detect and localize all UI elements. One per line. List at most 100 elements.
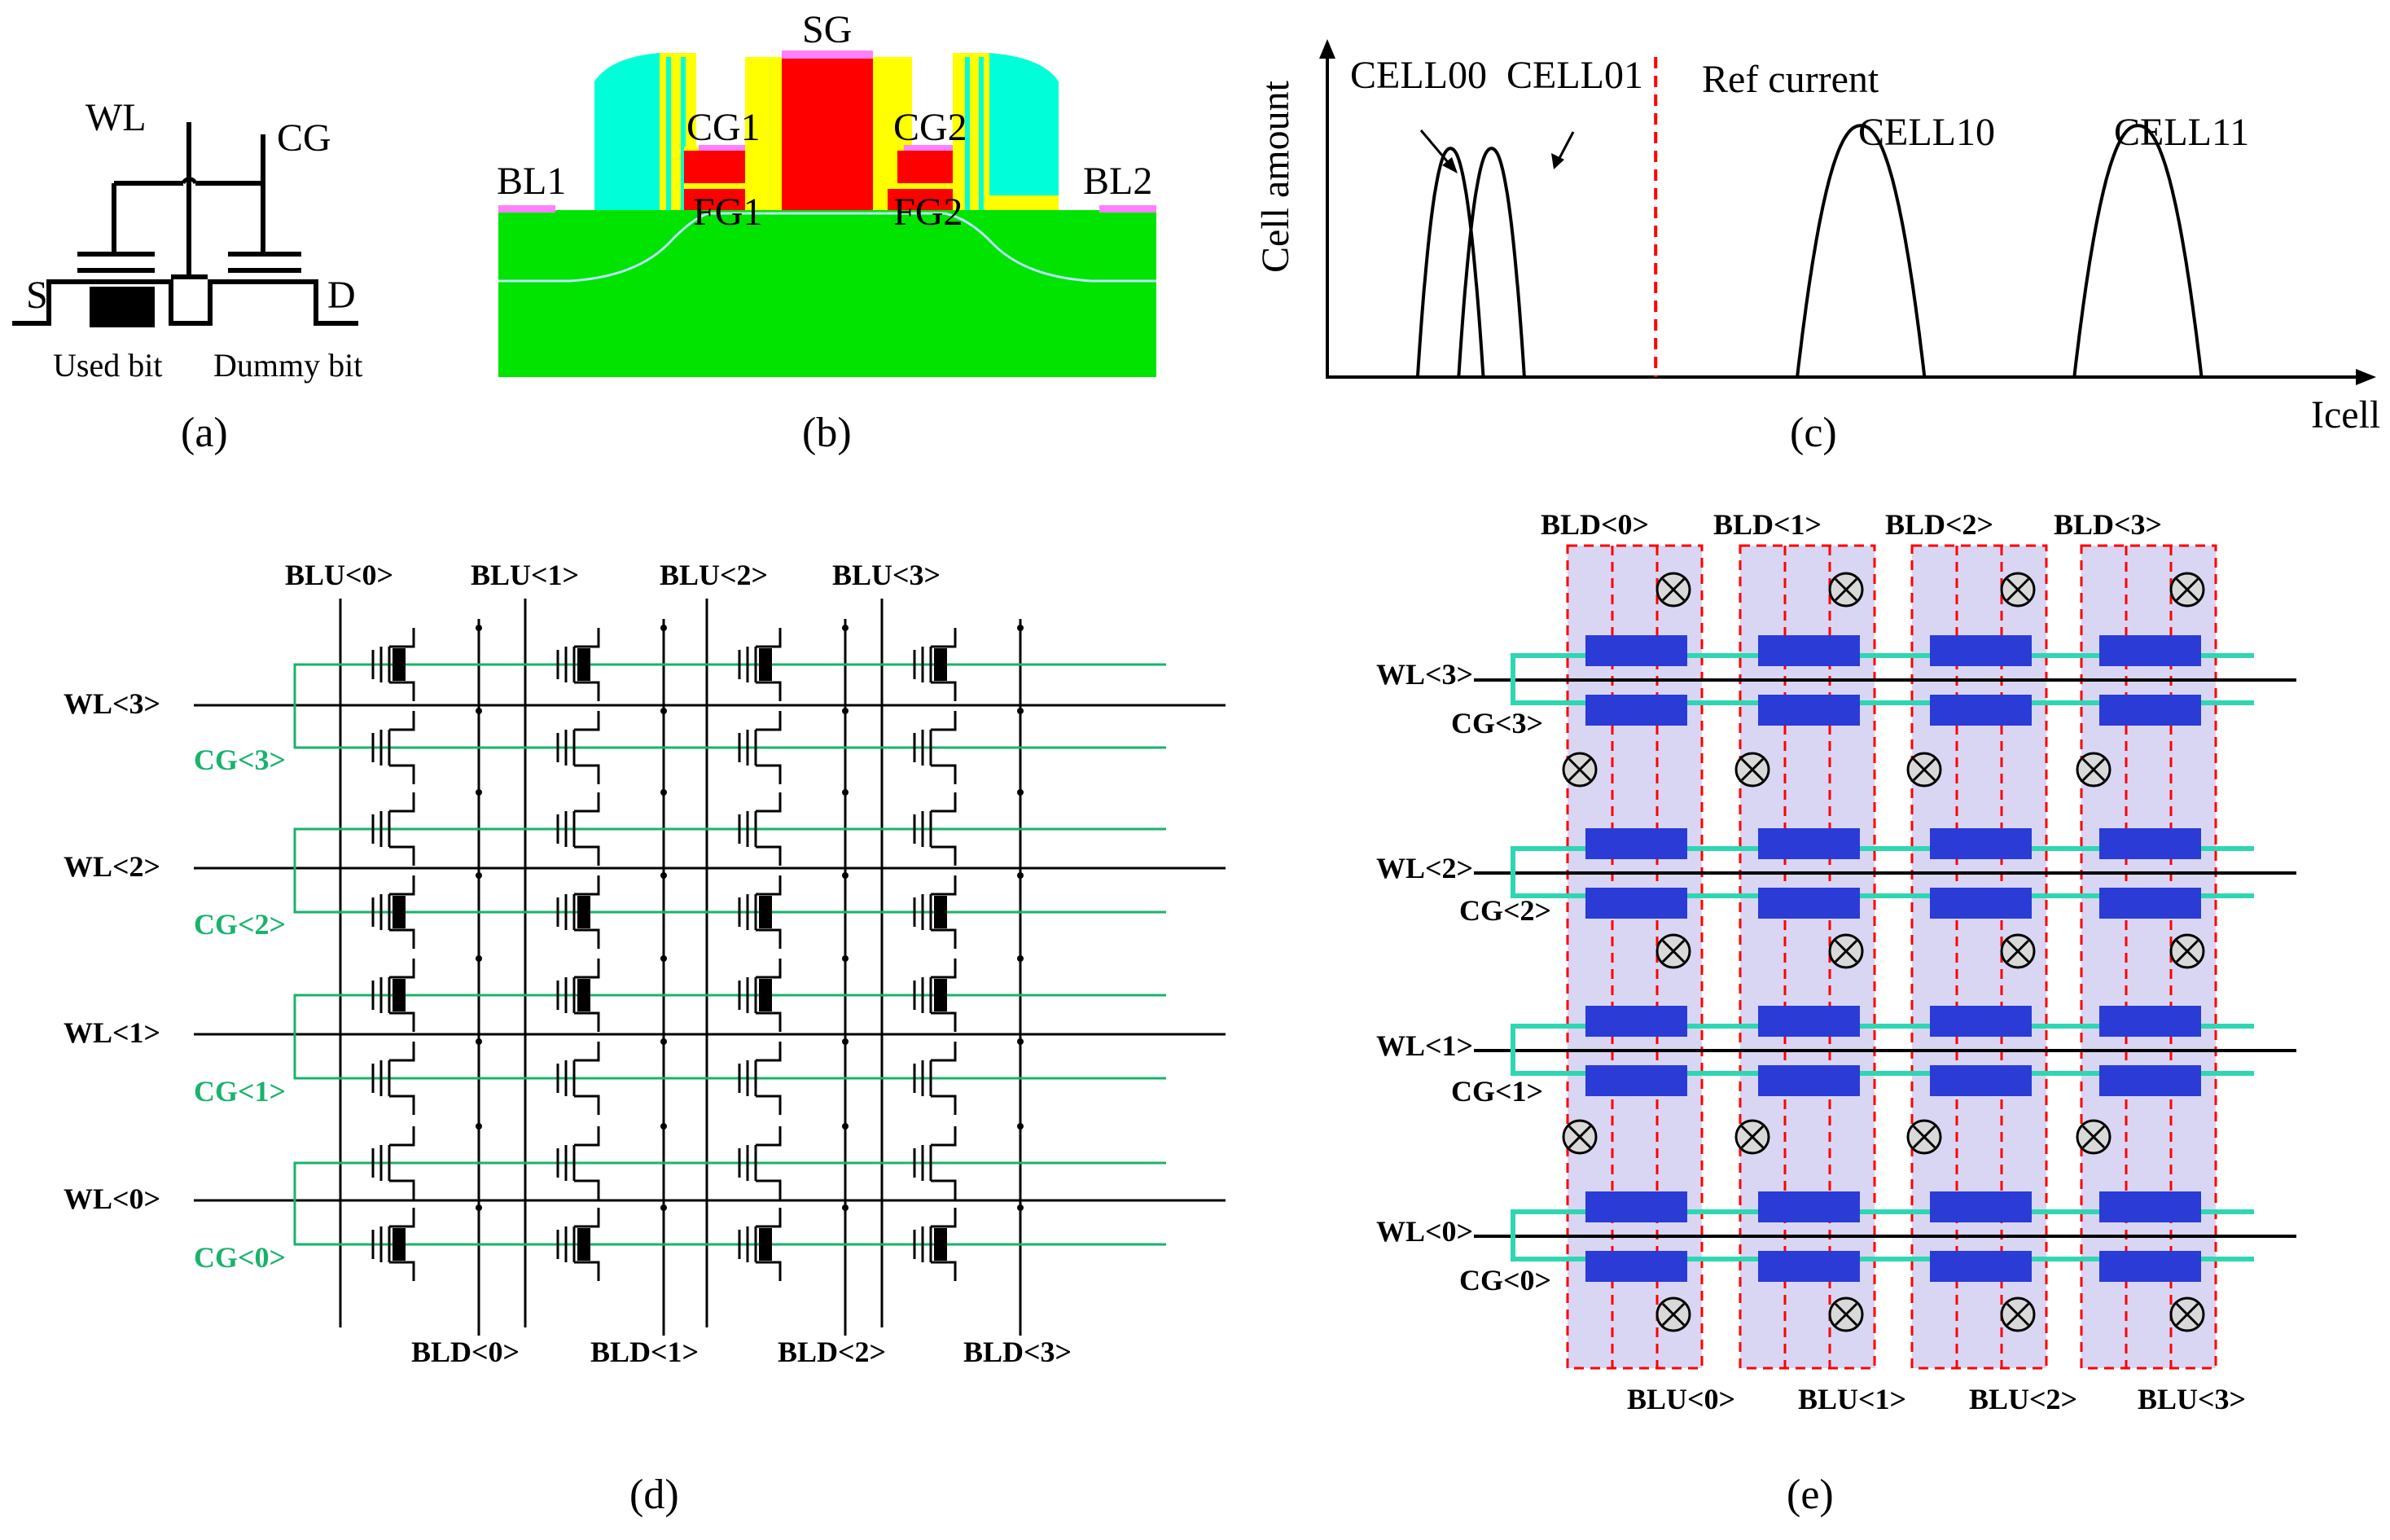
e-gate-bot-0-3: [1585, 1251, 1687, 1282]
panel-d-wl-1: WL<1>: [64, 1016, 160, 1049]
substrate: [498, 210, 1156, 377]
panel-a-wl-label: WL: [86, 96, 147, 139]
series-label-cell10: CELL10: [1858, 111, 1995, 154]
cell-1-0-0: [556, 625, 667, 701]
cg-line-0: [293, 663, 1166, 749]
e-gate-top-2-0: [1930, 635, 2032, 666]
panel-e-caption: (e): [1787, 1472, 1834, 1518]
e-gate-top-1-2: [1758, 1006, 1860, 1037]
sg-gate: [782, 57, 873, 210]
panel-e-bld-0: BLD<0>: [1541, 508, 1649, 541]
e-cg-loop-2: [1511, 1024, 2254, 1076]
cg2-label: CG2: [893, 106, 967, 149]
y-axis-arrow: [1319, 39, 1335, 59]
e-gate-top-3-3: [2099, 1191, 2201, 1222]
distribution-cell01: [1457, 147, 1526, 378]
bl1-label: BL1: [497, 160, 566, 203]
cell-1-3-1: [556, 1204, 667, 1281]
panel-a-s-label: S: [26, 274, 48, 317]
panel-b-caption: (b): [802, 410, 852, 456]
e-cg-loop-3: [1511, 1209, 2254, 1261]
series-label-cell01: CELL01: [1506, 54, 1643, 97]
panel-d-blu-3: BLU<3>: [832, 559, 941, 591]
e-cg-loop-1: [1511, 846, 2254, 898]
panel-a-cg-label: CG: [277, 116, 331, 160]
cell-1-2-0: [556, 955, 667, 1032]
cell-0-0-1: [371, 708, 482, 784]
contact-3-2: [2169, 933, 2205, 969]
contact-0-2: [1655, 933, 1691, 969]
e-gate-bot-2-2: [1930, 1065, 2032, 1096]
panel-e-wl-3: WL<3>: [1376, 658, 1473, 691]
e-gate-top-1-3: [1758, 1191, 1860, 1222]
e-gate-top-3-2: [2099, 1006, 2201, 1037]
panel-a-d-label: D: [327, 274, 356, 317]
panel-e-bld-1: BLD<1>: [1713, 508, 1822, 541]
e-gate-bot-0-0: [1585, 695, 1687, 726]
panel-a-caption: (a): [181, 410, 228, 456]
cell-3-2-1: [913, 1038, 1024, 1115]
e-gate-bot-3-2: [2099, 1065, 2201, 1096]
cell-2-1-1: [738, 872, 849, 949]
cell-1-1-1: [556, 872, 667, 949]
e-gate-bot-1-1: [1758, 888, 1860, 919]
contact-0-4: [1655, 1296, 1691, 1332]
contact-1-3: [1734, 1119, 1770, 1155]
bl1-contact: [498, 205, 555, 213]
contact-3-4: [2169, 1296, 2205, 1332]
e-gate-top-3-0: [2099, 635, 2201, 666]
cell-0-3-0: [371, 1123, 482, 1200]
e-gate-top-1-1: [1758, 828, 1860, 859]
e-cg-loop-0: [1511, 653, 2254, 705]
e-gate-top-3-1: [2099, 828, 2201, 859]
used-bit-floating-gate: [90, 287, 155, 327]
used-bit-label: Used bit: [53, 347, 162, 384]
series-label-cell11: CELL11: [2114, 111, 2249, 154]
panel-b-cross-section: [498, 50, 1156, 377]
cell-2-1-0: [738, 789, 849, 866]
cell-3-2-0: [913, 955, 1024, 1032]
cell-0-2-0: [371, 955, 482, 1032]
fg2-label: FG2: [893, 191, 963, 234]
panel-d-bld-0: BLD<0>: [411, 1336, 520, 1368]
e-gate-bot-3-3: [2099, 1251, 2201, 1282]
contact-2-2: [2000, 933, 2036, 969]
column-outline-3: [2080, 544, 2217, 1370]
panel-e-cg-3: CG<3>: [1451, 707, 1543, 739]
cell-0-0-0: [371, 625, 482, 701]
panel-e-bld-3: BLD<3>: [2054, 508, 2162, 541]
cg-line-1: [293, 827, 1166, 914]
panel-d-array-schematic: [194, 599, 1226, 1336]
panel-d-caption: (d): [629, 1472, 679, 1518]
e-gate-bot-0-2: [1585, 1065, 1687, 1096]
contact-3-0: [2169, 572, 2205, 608]
contact-0-3: [1562, 1119, 1598, 1155]
e-gate-top-1-0: [1758, 635, 1860, 666]
cell-0-1-1: [371, 872, 482, 949]
panel-e-layout: [1474, 544, 2296, 1370]
panel-a-schematic: [12, 122, 358, 327]
distribution-cell10: [1796, 124, 1927, 378]
cell-0-3-1: [371, 1204, 482, 1281]
panel-c-chart: [1319, 39, 2376, 385]
cell-3-3-1: [913, 1204, 1024, 1281]
e-gate-bot-1-3: [1758, 1251, 1860, 1282]
e-gate-bot-3-1: [2099, 888, 2201, 919]
panel-e-blu-0: BLU<0>: [1627, 1383, 1735, 1415]
panel-d-blu-1: BLU<1>: [471, 559, 579, 591]
dummy-bit-label: Dummy bit: [213, 347, 362, 384]
cell-2-3-0: [738, 1123, 849, 1200]
panel-e-wl-0: WL<0>: [1376, 1215, 1473, 1248]
cg-line-2: [293, 994, 1166, 1080]
cell-2-2-1: [738, 1038, 849, 1115]
contact-3-1: [2076, 752, 2112, 788]
bl2-label: BL2: [1083, 160, 1152, 203]
fg1-label: FG1: [693, 191, 762, 234]
e-gate-top-2-1: [1930, 828, 2032, 859]
e-gate-bot-1-0: [1758, 695, 1860, 726]
fg2-gate: [888, 189, 954, 210]
chart-xlabel: Icell: [2311, 393, 2380, 437]
sg-label: SG: [802, 8, 852, 51]
e-gate-top-0-3: [1585, 1191, 1687, 1222]
contact-1-1: [1734, 752, 1770, 788]
